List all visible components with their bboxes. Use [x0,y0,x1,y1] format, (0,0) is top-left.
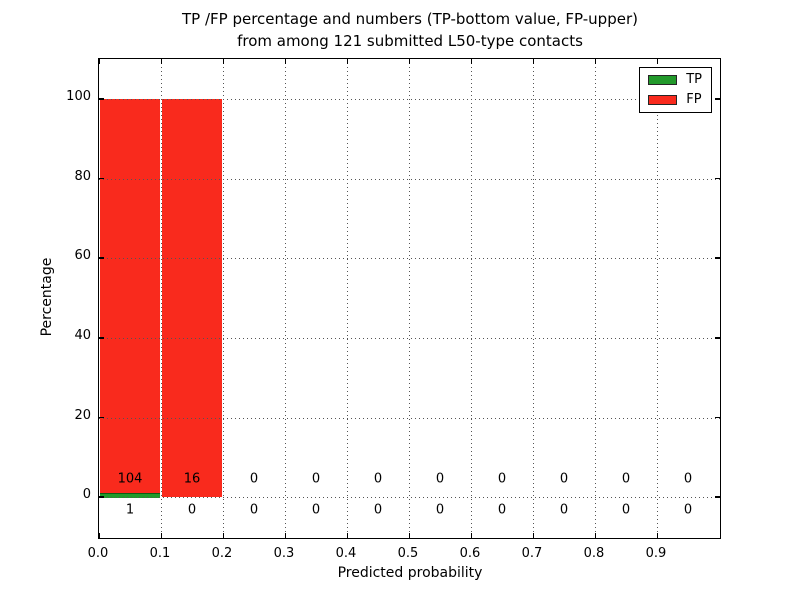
x-tick-mark [656,59,658,64]
legend-swatch-tp-icon [648,75,678,85]
x-tick-label: 0.6 [459,546,481,561]
tp-count-label: 0 [621,502,631,518]
x-tick-label: 0.5 [397,546,419,561]
gridline-vertical [285,59,286,538]
x-tick-label: 0.1 [149,546,171,561]
x-tick-mark [532,59,534,64]
y-tick-mark [715,177,720,180]
fp-count-label: 104 [117,471,143,487]
tp-count-label: 0 [249,502,259,518]
tp-count-label: 0 [497,502,507,518]
fp-count-label: 0 [559,471,569,487]
x-tick-mark [160,533,162,538]
x-tick-mark [346,59,348,64]
x-tick-mark [594,533,596,538]
fp-count-label: 0 [311,471,321,487]
x-tick-mark [222,533,224,538]
y-tick-mark [99,257,104,259]
y-tick-mark [715,496,720,498]
x-tick-label: 0.8 [583,546,605,561]
y-tick-mark [99,496,104,498]
gridline-vertical [471,59,472,538]
y-tick-mark [99,98,104,100]
tp-count-label: 0 [683,502,693,518]
fp-count-label: 0 [497,471,507,487]
y-tick-mark [715,257,720,259]
legend-row: FP [648,93,702,107]
gridline-vertical [533,59,534,538]
y-tick-mark [99,416,104,419]
x-tick-mark [98,533,100,538]
fp-bar [100,98,160,494]
gridline-vertical [409,59,410,538]
y-tick-label: 40 [74,327,91,343]
y-tick-label: 60 [74,248,91,264]
tp-bar [100,493,160,499]
gridline-vertical [223,59,224,538]
x-tick-mark [470,59,472,64]
x-tick-mark [532,533,534,538]
fp-count-label: 0 [373,471,383,487]
x-tick-label: 0.0 [87,546,109,561]
fp-count-label: 16 [183,471,201,487]
fp-count-label: 0 [683,471,693,487]
legend-swatch-fp-icon [648,95,678,105]
chart-title: TP /FP percentage and numbers (TP-bottom… [99,8,721,52]
x-tick-label: 0.9 [645,546,667,561]
x-tick-mark [408,59,410,64]
y-tick-label: 0 [82,487,91,503]
tp-count-label: 0 [435,502,445,518]
x-tick-mark [656,533,658,538]
legend-box: TP FP [639,67,712,113]
y-tick-label: 20 [74,407,91,423]
tp-count-label: 0 [373,502,383,518]
legend-label: FP [686,92,702,107]
y-tick-mark [99,337,104,339]
gridline-vertical [657,59,658,538]
x-tick-mark [284,59,286,64]
fp-bar [162,98,222,498]
fp-count-label: 0 [249,471,259,487]
x-tick-mark [594,59,596,64]
legend-label: TP [686,72,702,87]
x-axis-label: Predicted probability [337,565,483,581]
y-tick-mark [715,416,720,419]
fp-count-label: 0 [435,471,445,487]
x-tick-label: 0.4 [335,546,357,561]
y-tick-label: 100 [66,88,91,104]
y-axis-label: Percentage [39,257,55,337]
x-tick-mark [346,533,348,538]
chart-title-line2: from among 121 submitted L50-type contac… [237,32,583,50]
fp-count-label: 0 [621,471,631,487]
x-tick-mark [470,533,472,538]
y-tick-label: 80 [74,168,91,184]
x-tick-mark [160,59,162,64]
x-tick-label: 0.2 [211,546,233,561]
chart-title-line1: TP /FP percentage and numbers (TP-bottom… [182,10,638,28]
gridline-vertical [595,59,596,538]
plot-area: TP FP 104 1 16 0 0 0 0 0 0 0 0 0 0 0 0 0 0 0 0 0 [98,58,721,539]
x-tick-label: 0.3 [273,546,295,561]
y-tick-mark [715,98,720,100]
tp-count-label: 0 [311,502,321,518]
gridline-vertical [347,59,348,538]
x-tick-mark [222,59,224,64]
y-tick-mark [715,337,720,339]
x-tick-mark [408,533,410,538]
legend-row: TP [648,73,702,87]
x-tick-label: 0.7 [521,546,543,561]
y-tick-mark [99,177,104,180]
x-tick-mark [98,59,100,64]
gridline-vertical [161,59,162,538]
tp-count-label: 0 [187,502,197,518]
tp-count-label: 0 [559,502,569,518]
tp-count-label: 1 [125,502,135,518]
x-tick-mark [284,533,286,538]
